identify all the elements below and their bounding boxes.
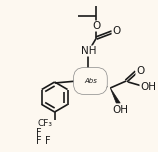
Text: OH: OH <box>140 82 156 92</box>
Text: OH: OH <box>112 105 128 115</box>
Text: O: O <box>112 26 120 36</box>
Text: CF₃: CF₃ <box>37 119 52 128</box>
Text: O: O <box>136 66 144 76</box>
Text: NH: NH <box>81 46 96 56</box>
Text: Abs: Abs <box>84 78 97 84</box>
Text: F: F <box>36 136 42 146</box>
Text: F: F <box>45 136 51 146</box>
Text: F: F <box>36 128 42 138</box>
Polygon shape <box>110 88 120 103</box>
Text: O: O <box>92 21 100 31</box>
